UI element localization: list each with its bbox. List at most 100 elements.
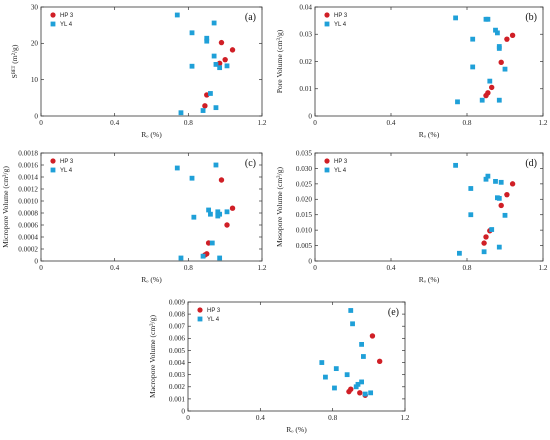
y-tick-label: 0.020 <box>296 196 313 204</box>
legend-label: HP 3 <box>60 159 74 165</box>
y-tick-label: 0.0006 <box>18 221 38 229</box>
data-point-yl4 <box>332 385 337 391</box>
y-tick-label: 0.004 <box>169 359 186 367</box>
data-point-yl4 <box>479 97 485 103</box>
legend-label: HP 3 <box>334 13 348 19</box>
y-tick-label: 0.003 <box>169 371 186 379</box>
x-tick-label: 0.4 <box>110 119 119 127</box>
data-point-hp3 <box>509 181 516 187</box>
scatter-panel: 0 0.4 0.8 1.2 0 0.005 0.010 0.015 0.020 0.025 0.03… <box>275 149 548 284</box>
data-point-yl4 <box>485 16 491 22</box>
panel-label: (a) <box>245 12 256 23</box>
data-point-yl4 <box>213 62 219 67</box>
x-tick-label: 0.8 <box>463 119 472 127</box>
legend-marker-circle <box>324 158 330 164</box>
data-point-yl4 <box>495 30 500 36</box>
data-point-yl4 <box>209 240 215 246</box>
data-point-yl4 <box>178 110 184 116</box>
y-tick-label: 0 <box>308 112 312 120</box>
y-tick-label: 0.009 <box>169 298 186 306</box>
data-point-hp3 <box>504 191 510 198</box>
legend: HP 3 YL 4 <box>197 307 221 323</box>
data-point-yl4 <box>348 308 354 313</box>
x-tick-label: 0.4 <box>110 264 119 272</box>
data-point-hp3 <box>357 390 363 396</box>
y-tick-label: 0.0008 <box>18 209 38 217</box>
data-point-yl4 <box>496 46 502 51</box>
legend-marker-square <box>50 21 56 27</box>
x-tick-label: 0.8 <box>184 264 193 272</box>
data-point-yl4 <box>333 366 339 372</box>
y-tick-label: 0.015 <box>296 211 313 219</box>
data-point-yl4 <box>487 78 493 84</box>
data-point-yl4 <box>457 250 462 256</box>
y-tick-label: 0.0012 <box>18 185 38 193</box>
y-tick-label: 0.0004 <box>18 233 38 241</box>
data-point-yl4 <box>453 162 458 168</box>
data-point-yl4 <box>178 255 184 261</box>
y-tick-label: 0.035 <box>296 149 313 157</box>
legend-marker-circle <box>197 307 203 313</box>
data-point-yl4 <box>468 186 474 191</box>
y-tick-label: 0.0016 <box>18 161 38 169</box>
x-tick-label: 1.2 <box>401 414 410 422</box>
x-tick-label: 0 <box>313 264 317 272</box>
data-point-yl4 <box>502 66 508 72</box>
data-point-yl4 <box>485 173 491 179</box>
data-point-yl4 <box>353 384 359 390</box>
x-axis-title: Rₒ (%) <box>419 130 440 139</box>
data-point-yl4 <box>498 179 504 185</box>
plot-frame <box>187 301 406 412</box>
y-tick-label: 0.008 <box>169 311 186 319</box>
data-point-hp3 <box>485 90 491 96</box>
data-point-hp3 <box>481 240 487 246</box>
y-tick-label: 0.03 <box>299 31 312 39</box>
y-tick-label: 0.02 <box>299 58 312 66</box>
x-tick-label: 0 <box>39 119 43 127</box>
y-axis-title: Mesopore Volume (cm³/g) <box>275 167 284 248</box>
y-axis-title: Macropore Volume (cm³/g) <box>148 315 157 398</box>
data-point-yl4 <box>211 20 217 26</box>
plot-frame <box>40 152 263 262</box>
panel-label: (d) <box>525 158 537 169</box>
y-tick-label: 0.025 <box>296 180 313 188</box>
data-point-yl4 <box>359 341 364 347</box>
data-point-hp3 <box>504 36 510 42</box>
y-tick-label: 0 <box>34 112 38 120</box>
data-point-yl4 <box>489 227 495 232</box>
x-tick-label: 1.2 <box>258 119 267 127</box>
data-point-hp3 <box>509 32 516 39</box>
data-point-yl4 <box>319 360 325 365</box>
data-point-yl4 <box>468 212 474 218</box>
data-point-yl4 <box>493 27 498 33</box>
y-axis-title: Pore Volume (cm³/g) <box>275 29 284 93</box>
data-point-yl4 <box>200 108 206 113</box>
legend-marker-circle <box>50 12 56 18</box>
data-point-hp3 <box>498 202 504 209</box>
y-tick-label: 0.007 <box>169 323 186 331</box>
x-tick-label: 0 <box>39 264 43 272</box>
legend: HP 3 YL 4 <box>324 12 348 28</box>
y-tick-label: 0.0018 <box>18 149 38 157</box>
data-point-hp3 <box>218 177 225 183</box>
legend: HP 3 YL 4 <box>324 158 348 174</box>
y-tick-label: 10 <box>31 76 39 84</box>
data-point-hp3 <box>218 39 225 46</box>
data-point-yl4 <box>355 381 361 387</box>
data-point-yl4 <box>496 244 502 250</box>
data-point-hp3 <box>498 59 504 66</box>
data-point-hp3 <box>222 56 228 63</box>
y-tick-label: 0.0014 <box>18 173 38 181</box>
data-point-yl4 <box>204 38 210 44</box>
y-tick-label: 30 <box>31 3 39 11</box>
legend-marker-square <box>50 167 56 173</box>
y-axis-title: Micropore Volume (cm³/g) <box>1 166 10 248</box>
data-point-yl4 <box>191 214 197 220</box>
panel-label: (e) <box>388 307 399 318</box>
data-point-hp3 <box>348 386 354 392</box>
data-point-hp3 <box>229 205 236 211</box>
data-point-hp3 <box>229 47 236 53</box>
panel-label: (c) <box>245 158 256 169</box>
x-axis-title: Rₒ (%) <box>141 275 162 284</box>
